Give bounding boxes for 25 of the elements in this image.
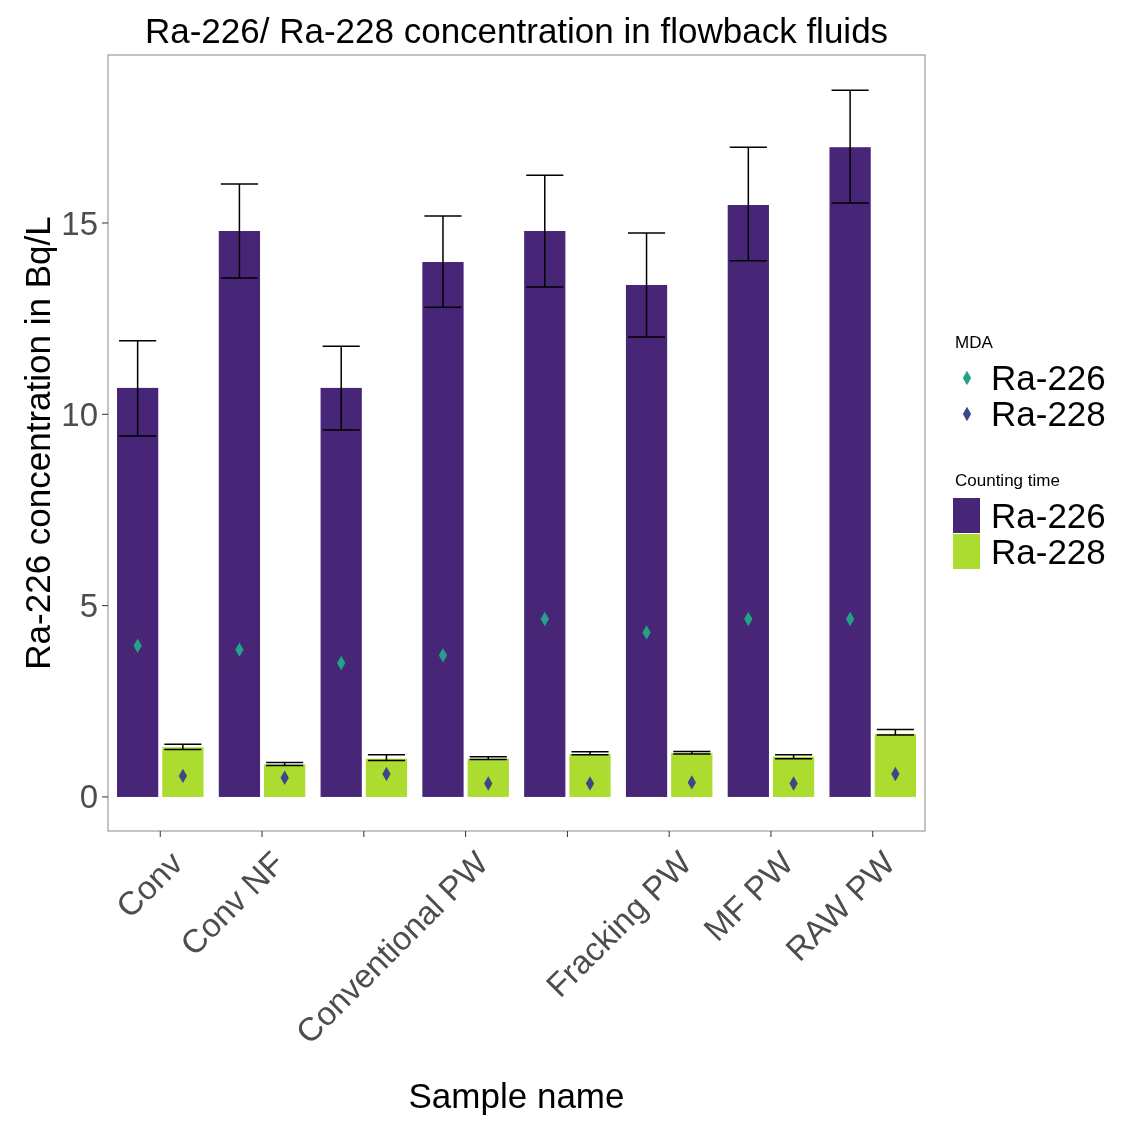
bar xyxy=(569,754,611,797)
y-axis-title: Ra-226 concentration in Bq/L xyxy=(18,216,57,670)
bar xyxy=(117,387,159,797)
bar xyxy=(264,764,306,797)
bar xyxy=(829,147,871,797)
bar xyxy=(422,262,464,797)
bar xyxy=(671,752,713,797)
bar xyxy=(524,231,566,797)
bar xyxy=(365,758,408,797)
y-tick-label: 10 xyxy=(61,395,98,433)
y-tick-label: 15 xyxy=(61,204,98,242)
bar xyxy=(625,284,668,797)
bar xyxy=(874,733,916,797)
y-tick-label: 5 xyxy=(79,587,98,625)
bar xyxy=(218,231,261,797)
bar xyxy=(772,756,815,797)
y-tick-label: 0 xyxy=(79,778,98,816)
bar xyxy=(727,205,769,797)
text: MDA xyxy=(955,333,994,352)
bar xyxy=(320,387,362,797)
bar xyxy=(467,758,509,797)
legend-title: Counting time xyxy=(955,471,1060,490)
chart-title: Ra-226/ Ra-228 concentration in flowback fluids xyxy=(144,11,889,50)
x-axis-title: Sample name xyxy=(408,1076,625,1115)
bar xyxy=(162,747,204,797)
